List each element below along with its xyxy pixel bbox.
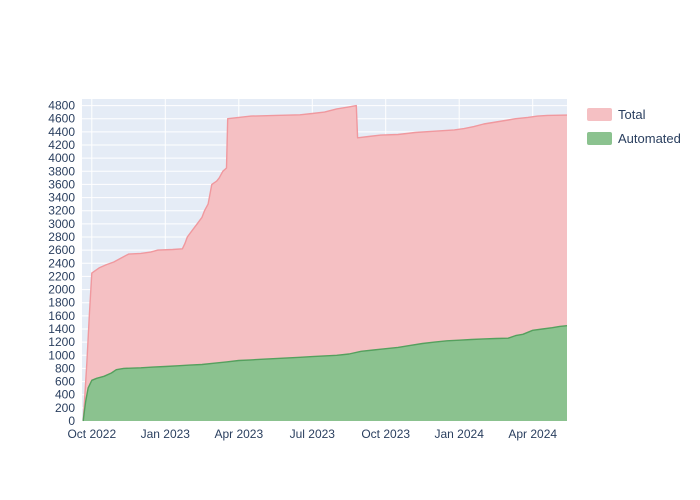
y-axis-tick-label: 2600 — [48, 243, 75, 257]
y-axis-tick-label: 3400 — [48, 191, 75, 205]
y-axis-tick-label: 3800 — [48, 164, 75, 178]
series-automated-area — [83, 325, 567, 421]
y-axis-tick-label: 0 — [68, 414, 75, 428]
series-total-line — [82, 104, 568, 422]
x-axis-tick-label: Oct 2023 — [361, 427, 410, 441]
y-axis-tick-label: 1600 — [48, 309, 75, 323]
y-axis-tick-label: 4000 — [48, 151, 75, 165]
y-axis-tick-label: 2000 — [48, 283, 75, 297]
y-axis-tick-label: 3000 — [48, 217, 75, 231]
y-axis-tick-label: 4800 — [48, 99, 75, 113]
y-axis-tick-label: 4400 — [48, 125, 75, 139]
y-axis-tick-label: 600 — [55, 375, 75, 389]
y-axis-tick-label: 800 — [55, 361, 75, 375]
y-axis-tick-label: 400 — [55, 388, 75, 402]
y-axis-tick-label: 1000 — [48, 348, 75, 362]
y-axis-tick-label: 2400 — [48, 256, 75, 270]
y-axis-tick-label: 1400 — [48, 322, 75, 336]
legend-item-total[interactable]: Total — [587, 107, 681, 122]
legend-item-automated[interactable]: Automated — [587, 131, 681, 146]
legend-swatch-total-icon — [587, 108, 612, 121]
x-axis-tick-label: Jul 2023 — [290, 427, 336, 441]
x-axis-tick-label: Apr 2024 — [508, 427, 557, 441]
y-axis-tick-label: 200 — [55, 401, 75, 415]
series-automated-line — [82, 325, 568, 422]
y-axis-tick-label: 4600 — [48, 112, 75, 126]
x-axis-tick-label: Apr 2023 — [214, 427, 263, 441]
x-axis-tick-label: Jan 2023 — [141, 427, 191, 441]
y-axis-tick-label: 3600 — [48, 177, 75, 191]
y-axis-tick-label: 2200 — [48, 269, 75, 283]
y-axis-tick-label: 1200 — [48, 335, 75, 349]
y-axis-tick-label: 3200 — [48, 204, 75, 218]
legend-label-total: Total — [618, 107, 646, 122]
axis-tick-labels: 0200400600800100012001400160018002000220… — [48, 99, 557, 441]
y-axis-tick-label: 2800 — [48, 230, 75, 244]
y-axis-tick-label: 1800 — [48, 296, 75, 310]
legend: Total Automated — [587, 107, 681, 146]
x-axis-tick-label: Oct 2022 — [67, 427, 116, 441]
y-axis-tick-label: 4200 — [48, 138, 75, 152]
x-axis-tick-label: Jan 2024 — [435, 427, 485, 441]
legend-label-automated: Automated — [618, 131, 681, 146]
legend-swatch-automated-icon — [587, 132, 612, 145]
